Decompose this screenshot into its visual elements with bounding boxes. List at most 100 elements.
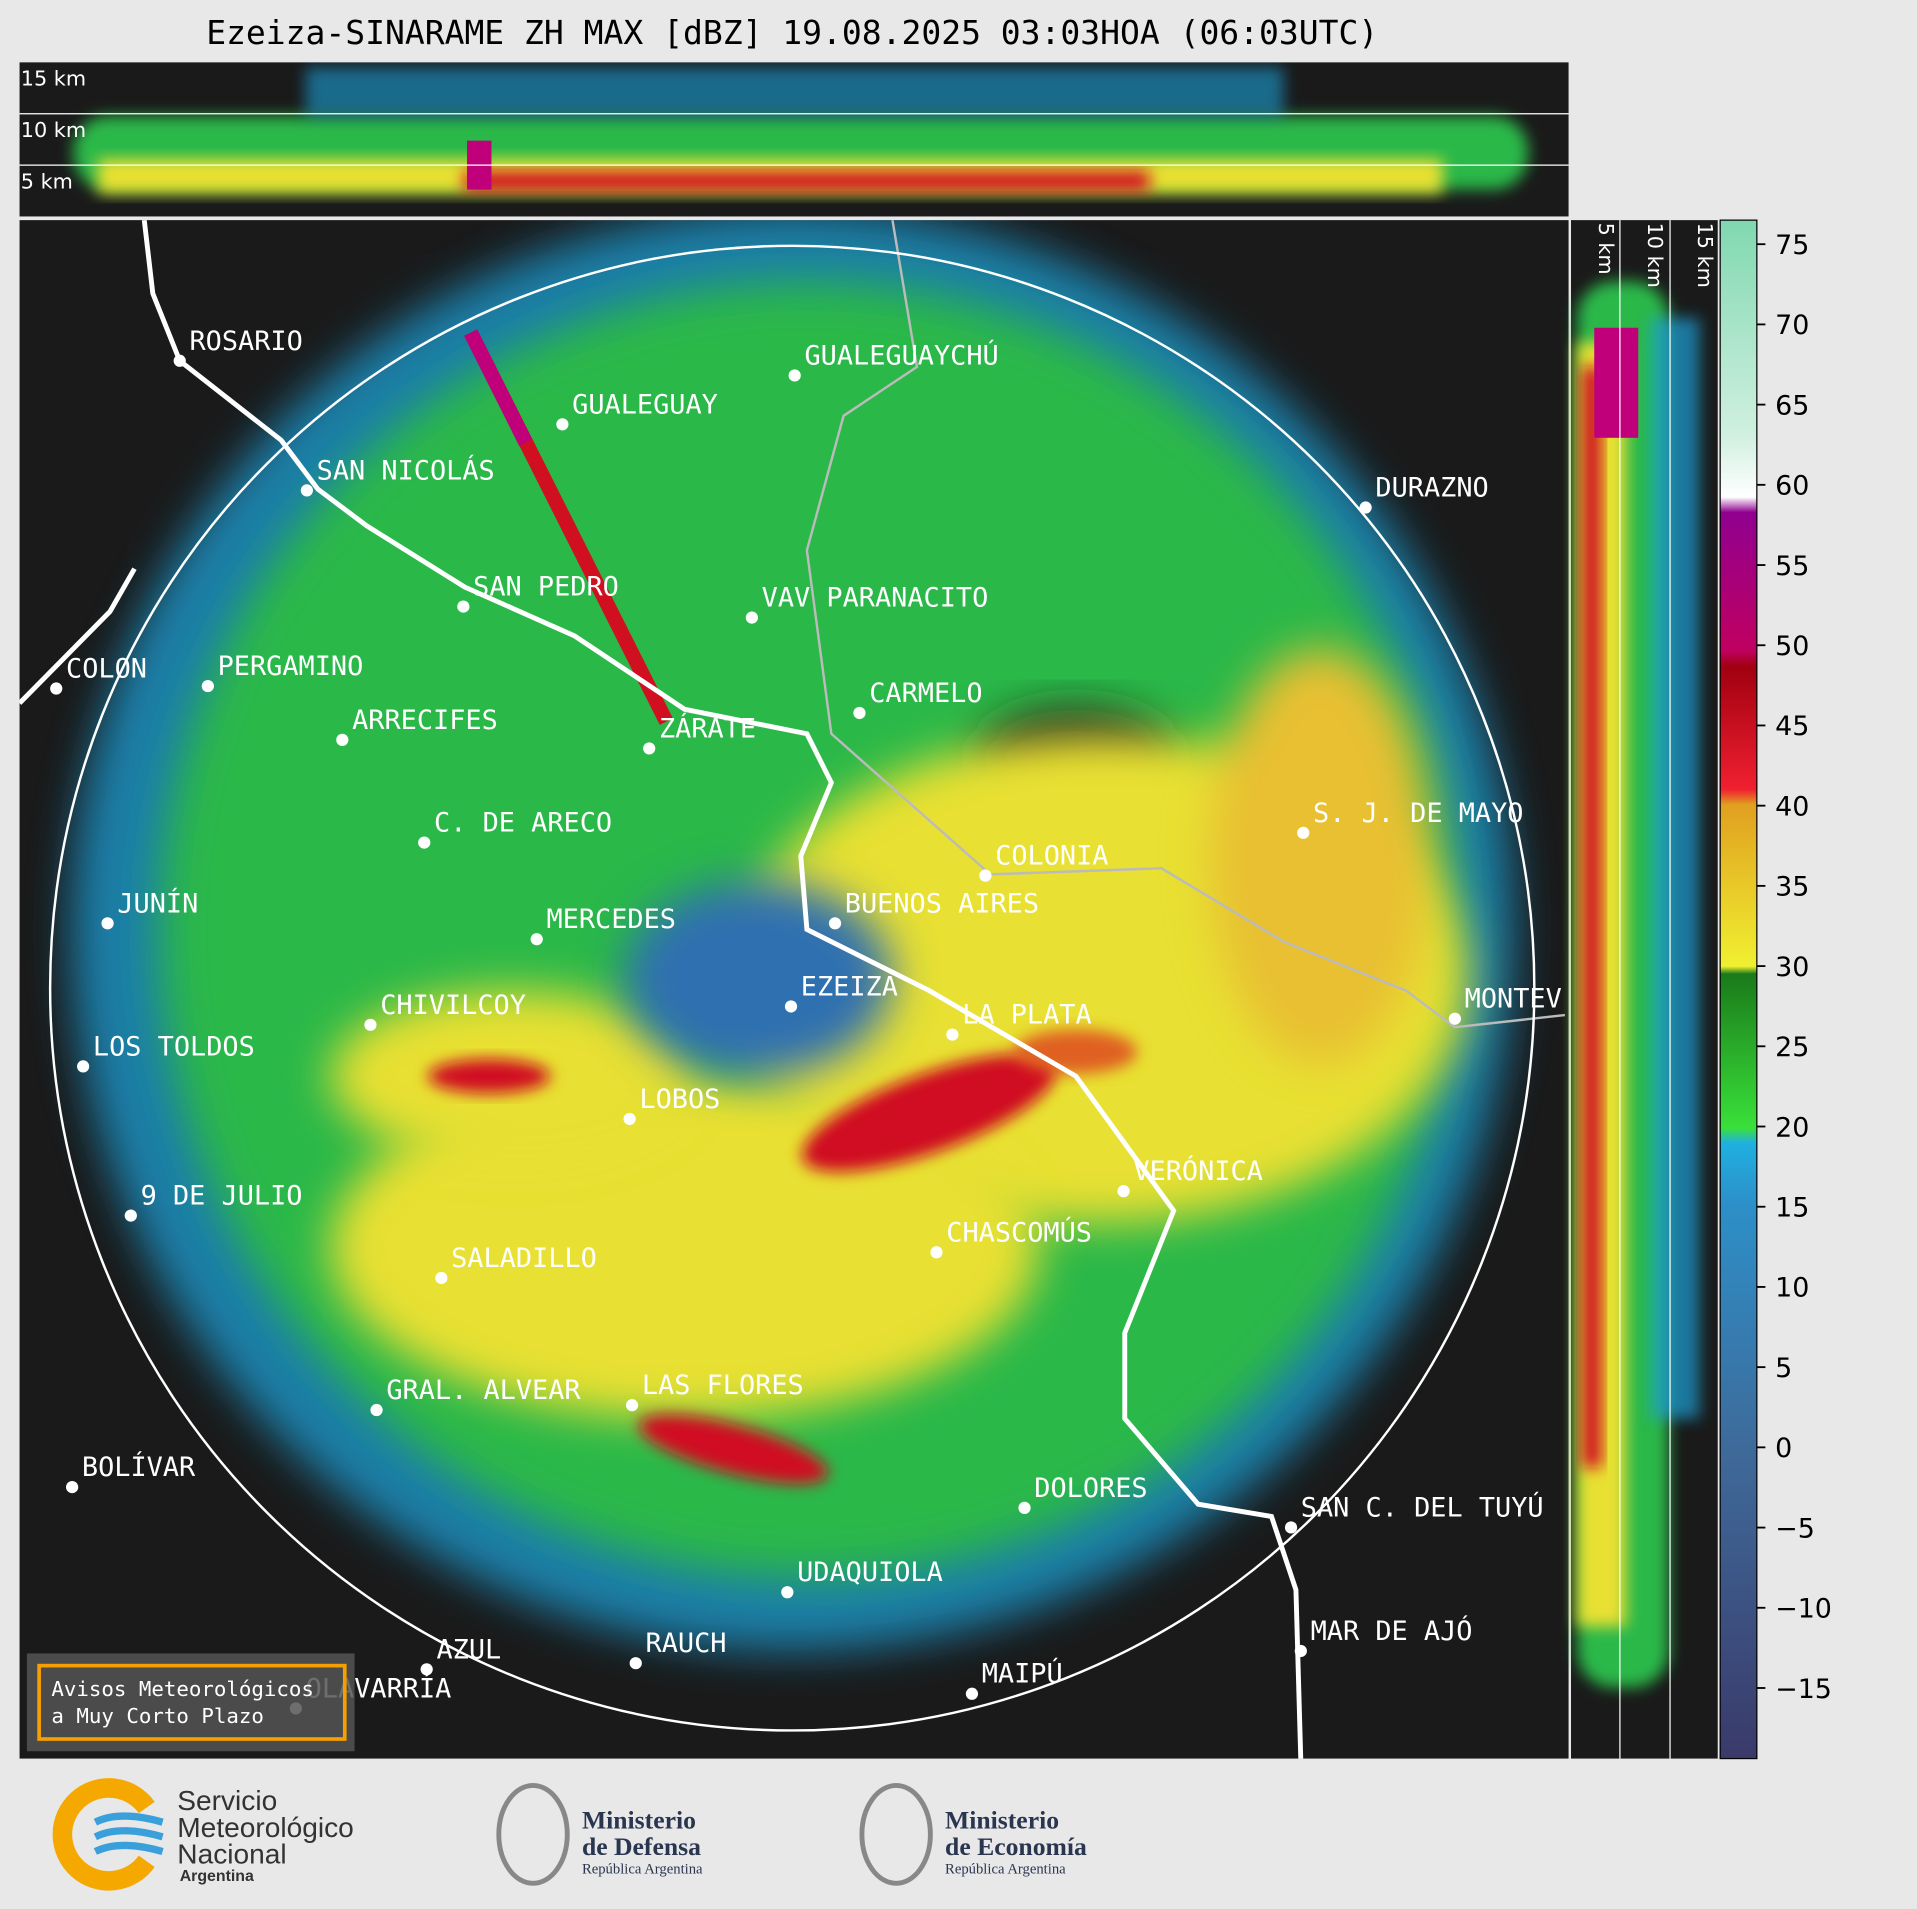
city-dot: [77, 1060, 90, 1073]
city-label: EZEIZA: [801, 971, 898, 1002]
city-label: BOLÍVAR: [82, 1451, 196, 1483]
city-label: DOLORES: [1034, 1473, 1147, 1504]
city-label: VAV PARANACITO: [762, 583, 989, 614]
city-dot: [930, 1246, 943, 1259]
city-label: ARRECIFES: [352, 705, 498, 736]
city-label: GUALEGUAYCHÚ: [804, 339, 998, 371]
city-label: 9 DE JULIO: [141, 1181, 303, 1212]
city-dot: [300, 484, 313, 497]
city-label: SAN C. DEL TUYÚ: [1301, 1491, 1544, 1523]
logo-text: Meteorológico: [177, 1812, 354, 1843]
city-label: JUNÍN: [117, 887, 198, 919]
city-dot: [1297, 826, 1310, 839]
city-dot: [1294, 1644, 1307, 1658]
colorbar-tick-label: 75: [1775, 230, 1809, 261]
city-dot: [370, 1403, 383, 1417]
city-label: LAS FLORES: [642, 1370, 804, 1401]
colorbar-tick-label: −15: [1775, 1674, 1832, 1705]
height-label: 5 km: [21, 169, 73, 193]
city-label: SAN PEDRO: [473, 572, 619, 603]
city-labels: ROSARIO GUALEGUAYCHÚ GUALEGUAY SAN NICOLÁS D…: [50, 326, 1562, 1715]
city-label: CARMELO: [869, 678, 982, 709]
colorbar-tick-label: 15: [1775, 1193, 1809, 1224]
warning-box[interactable]: Avisos Meteorológicos a Muy Corto Plazo: [26, 1653, 355, 1752]
city-dot: [643, 742, 656, 755]
city-label: COLONIA: [995, 841, 1108, 872]
city-label: MERCEDES: [546, 904, 676, 935]
city-dot: [788, 369, 801, 382]
city-dot: [124, 1209, 137, 1222]
city-dot: [784, 1000, 798, 1013]
colorbar-tick-label: 30: [1775, 952, 1809, 983]
city-label: BUENOS AIRES: [845, 888, 1039, 919]
city-dot: [530, 933, 543, 946]
colorbar-tick-label: 25: [1775, 1032, 1809, 1063]
colorbar-tick-label: 35: [1775, 872, 1809, 903]
city-label: SALADILLO: [451, 1243, 597, 1274]
city-dot: [101, 917, 114, 930]
city-label: UDAQUIOLA: [797, 1557, 943, 1588]
height-label: 15 km: [1693, 223, 1717, 288]
logo-text: Servicio: [177, 1785, 277, 1816]
city-dot: [1117, 1185, 1130, 1198]
city-dot: [629, 1657, 642, 1670]
city-dot: [457, 600, 470, 613]
logo-text: República Argentina: [582, 1862, 703, 1878]
logo-text: de Defensa: [582, 1832, 701, 1861]
city-dot: [781, 1586, 794, 1599]
colorbar-tick-label: −10: [1775, 1594, 1832, 1625]
city-dot: [979, 869, 992, 882]
economia-logo: Ministerio de Economía República Argenti…: [859, 1783, 1087, 1886]
city-label: LOBOS: [639, 1084, 720, 1115]
city-dot: [201, 679, 214, 693]
city-dot: [1284, 1521, 1298, 1534]
city-label: ZÁRATE: [659, 712, 756, 744]
defensa-logo: Ministerio de Defensa República Argentin…: [496, 1783, 703, 1886]
city-label: DURAZNO: [1375, 473, 1488, 504]
height-label: 5 km: [1594, 223, 1618, 275]
city-label: CHASCOMÚS: [946, 1216, 1092, 1248]
city-label: RAUCH: [646, 1628, 727, 1659]
logo-text: Nacional: [177, 1839, 286, 1870]
city-label: PERGAMINO: [218, 651, 364, 682]
radar-map: ROSARIO GUALEGUAYCHÚ GUALEGUAY SAN NICOLÁS D…: [19, 220, 1569, 1759]
city-dot: [1448, 1012, 1461, 1025]
city-dot: [1018, 1501, 1031, 1514]
city-dot: [420, 1663, 433, 1676]
city-dot: [625, 1399, 639, 1412]
city-label: GUALEGUAY: [572, 389, 718, 420]
city-clip: ROSARIO GUALEGUAYCHÚ GUALEGUAY SAN NICOLÁS D…: [50, 326, 1562, 1715]
logo-text: Argentina: [180, 1868, 254, 1885]
city-dot: [1359, 501, 1372, 514]
colorbar-tick-label: 60: [1775, 471, 1809, 502]
city-dot: [435, 1271, 448, 1285]
smn-logo: Servicio Meteorológico Nacional Argentin…: [52, 1778, 354, 1891]
logo-text: República Argentina: [945, 1862, 1066, 1878]
colorbar-tick-label: 40: [1775, 791, 1809, 822]
warning-text: Avisos Meteorológicos: [51, 1677, 314, 1701]
top-cross-section: 15 km 10 km 5 km: [19, 62, 1569, 217]
colorbar-tick-label: −5: [1775, 1513, 1815, 1544]
footer: Servicio Meteorológico Nacional Argentin…: [52, 1778, 1087, 1891]
city-dot: [66, 1480, 79, 1494]
colorbar-tick-label: 20: [1775, 1112, 1809, 1143]
city-dot: [364, 1018, 377, 1031]
height-label: 10 km: [1643, 223, 1667, 288]
city-label: MONTEV: [1465, 984, 1562, 1015]
city-dot: [828, 917, 842, 930]
side-cross-section: 5 km 10 km 15 km: [1571, 220, 1718, 1759]
city-label: MAR DE AJÓ: [1311, 1615, 1473, 1647]
colorbar-tick-label: 50: [1775, 631, 1809, 662]
city-dot: [173, 354, 186, 367]
logo-text: de Economía: [945, 1832, 1087, 1861]
city-label: SAN NICOLÁS: [317, 454, 495, 486]
city-dot: [50, 682, 63, 695]
city-dot: [418, 836, 431, 849]
city-dot: [623, 1112, 636, 1126]
city-dot: [336, 733, 349, 746]
city-label: AZUL: [436, 1634, 501, 1665]
city-label: ROSARIO: [189, 326, 302, 357]
colorbar-tick-label: 5: [1775, 1353, 1792, 1384]
